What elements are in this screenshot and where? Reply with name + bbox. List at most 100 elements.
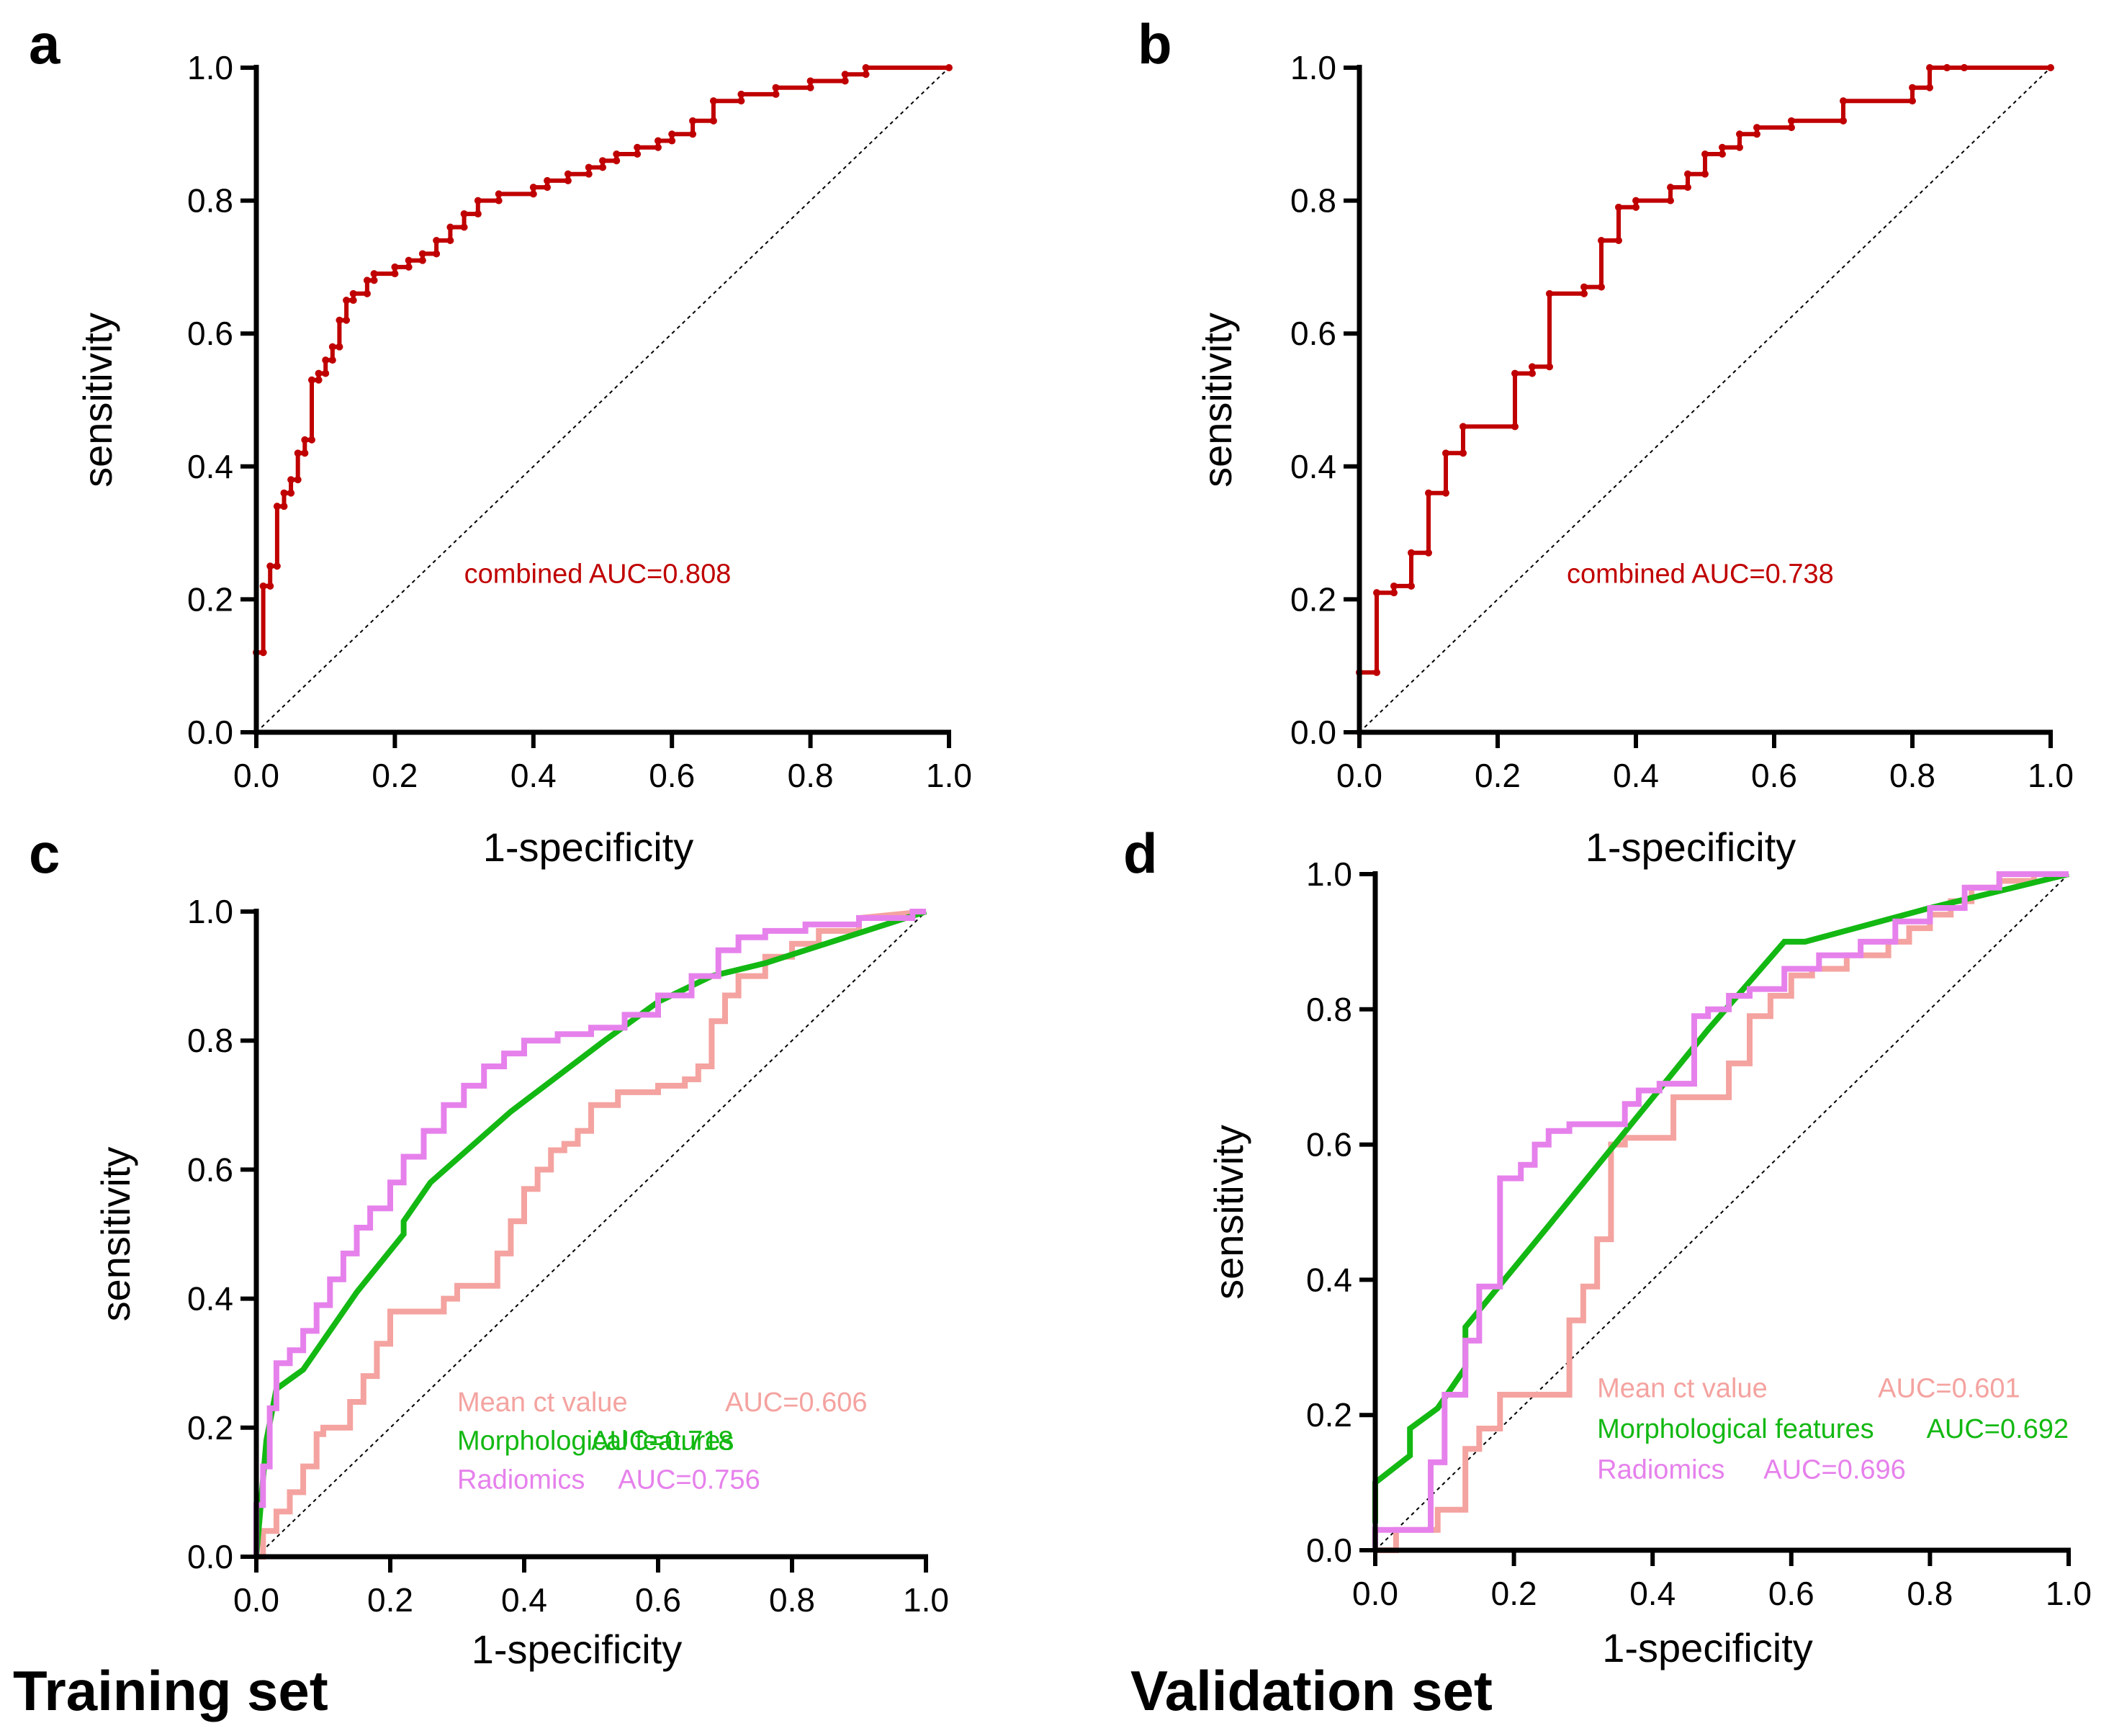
- roc-point: [336, 316, 343, 324]
- roc-point: [294, 449, 302, 457]
- roc-point: [806, 84, 814, 91]
- roc-point: [266, 562, 274, 570]
- x-axis-title: 1-specificity: [472, 1627, 683, 1672]
- roc-point: [1580, 289, 1588, 297]
- roc-point: [391, 263, 399, 271]
- roc-point: [1736, 143, 1743, 151]
- roc-point: [1736, 130, 1743, 138]
- roc-curve-morphological-features: [253, 909, 927, 1557]
- roc-point: [1840, 117, 1847, 125]
- roc-point: [772, 90, 780, 98]
- roc-point: [1926, 84, 1933, 91]
- roc-point: [1615, 203, 1622, 211]
- roc-point: [613, 150, 621, 158]
- panel-d-validation-features: d 0.00.0 0.2 0.2 0.4 0.4 0.6 0.6 0.8 0.8 1.0 1.0 1-s…: [1123, 822, 2092, 1670]
- x-tick-label: 0.2: [1491, 1575, 1537, 1612]
- roc-point: [405, 263, 413, 271]
- y-axis-title: sensitivity: [1195, 312, 1240, 487]
- y-tick-label: 0.4: [1306, 1261, 1352, 1298]
- legend-series-name: Morphological features: [1597, 1414, 1874, 1444]
- roc-point: [1753, 130, 1760, 138]
- roc-point: [301, 436, 309, 444]
- roc-point: [599, 163, 606, 171]
- roc-point: [1598, 236, 1605, 244]
- roc-point: [474, 210, 482, 218]
- legend-series-name: Morphological features: [457, 1426, 734, 1457]
- legend-auc-value: AUC=0.601: [1878, 1374, 2020, 1404]
- roc-point: [806, 77, 814, 85]
- roc-point: [1684, 170, 1691, 178]
- y-tick-label: 0.8: [187, 1022, 233, 1059]
- roc-point: [363, 289, 371, 297]
- roc-point: [772, 84, 780, 91]
- x-tick-label: 0.4: [501, 1581, 547, 1619]
- auc-label: combined AUC=0.738: [1567, 559, 1834, 589]
- y-tick-label: 0.4: [187, 1280, 233, 1318]
- roc-point: [1546, 289, 1553, 297]
- roc-point: [689, 117, 697, 125]
- legend-auc-value: AUC=0.696: [1763, 1454, 1906, 1485]
- legend-series-name: Radiomics: [1597, 1454, 1724, 1485]
- roc-point: [1390, 582, 1398, 590]
- roc-point: [564, 176, 572, 184]
- roc-point: [1546, 363, 1553, 371]
- y-tick-label: 0.6: [187, 315, 233, 352]
- x-tick-label: 0.8: [769, 1581, 815, 1619]
- roc-point: [343, 297, 351, 305]
- panel-b-validation-combined: b 0.00.0 0.2 0.2 0.4 0.4 0.6 0.6 0.8 0.8 1.0 1.0 1-s…: [1138, 12, 2074, 870]
- roc-point: [370, 270, 378, 278]
- roc-point: [1943, 64, 1951, 71]
- roc-point: [654, 143, 662, 151]
- roc-point: [495, 197, 503, 204]
- roc-point: [945, 64, 953, 71]
- roc-point: [1632, 197, 1640, 204]
- x-tick-label: 0.8: [788, 757, 834, 794]
- roc-point: [280, 489, 288, 497]
- y-tick-label: 1.0: [1290, 49, 1336, 86]
- roc-point: [544, 184, 552, 192]
- roc-point: [363, 276, 371, 284]
- roc-point: [474, 197, 482, 204]
- roc-point: [1909, 97, 1916, 105]
- roc-point: [737, 97, 745, 105]
- roc-point: [862, 71, 870, 78]
- x-tick-label: 1.0: [926, 757, 972, 794]
- roc-point: [1390, 589, 1398, 597]
- panel-letter: a: [29, 12, 60, 76]
- x-tick-label: 0.6: [1751, 757, 1797, 794]
- legend-series-name: Mean ct value: [457, 1388, 628, 1418]
- y-axis-title: sensitivity: [75, 312, 120, 487]
- x-tick-label: 1.0: [2028, 757, 2074, 794]
- roc-point: [259, 582, 267, 590]
- roc-point: [1719, 150, 1726, 158]
- y-tick-label: 0.8: [187, 182, 233, 220]
- x-tick-label: 0.4: [1629, 1575, 1676, 1612]
- roc-point: [418, 250, 426, 258]
- y-tick-label: 0.6: [1290, 315, 1336, 352]
- roc-point: [1719, 143, 1726, 151]
- roc-point: [564, 170, 572, 178]
- roc-point: [1667, 184, 1674, 192]
- y-tick-label: 0.2: [1306, 1396, 1352, 1434]
- roc-point: [689, 130, 697, 138]
- roc-point: [446, 223, 454, 231]
- y-tick-label: 1.0: [1306, 855, 1352, 893]
- x-tick-label: 0.0: [233, 1581, 279, 1619]
- roc-point: [1511, 369, 1519, 377]
- roc-point: [1684, 184, 1691, 192]
- roc-point: [529, 184, 537, 192]
- roc-point: [433, 236, 441, 244]
- roc-point: [460, 223, 468, 231]
- roc-point: [322, 356, 330, 364]
- y-tick-label: 0.8: [1290, 182, 1336, 220]
- roc-point: [336, 343, 343, 351]
- roc-point: [634, 150, 642, 158]
- x-tick-label: 0.2: [367, 1581, 413, 1619]
- roc-point: [1529, 369, 1536, 377]
- roc-point: [460, 210, 468, 218]
- x-tick-label: 0.8: [1907, 1575, 1953, 1612]
- legend-auc-value: AUC=0.606: [725, 1388, 868, 1418]
- roc-curve-mean-ct-value: [256, 909, 927, 1560]
- panel-letter: b: [1138, 12, 1172, 76]
